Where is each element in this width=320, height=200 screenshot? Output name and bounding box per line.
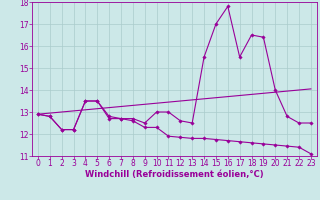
X-axis label: Windchill (Refroidissement éolien,°C): Windchill (Refroidissement éolien,°C) — [85, 170, 264, 179]
